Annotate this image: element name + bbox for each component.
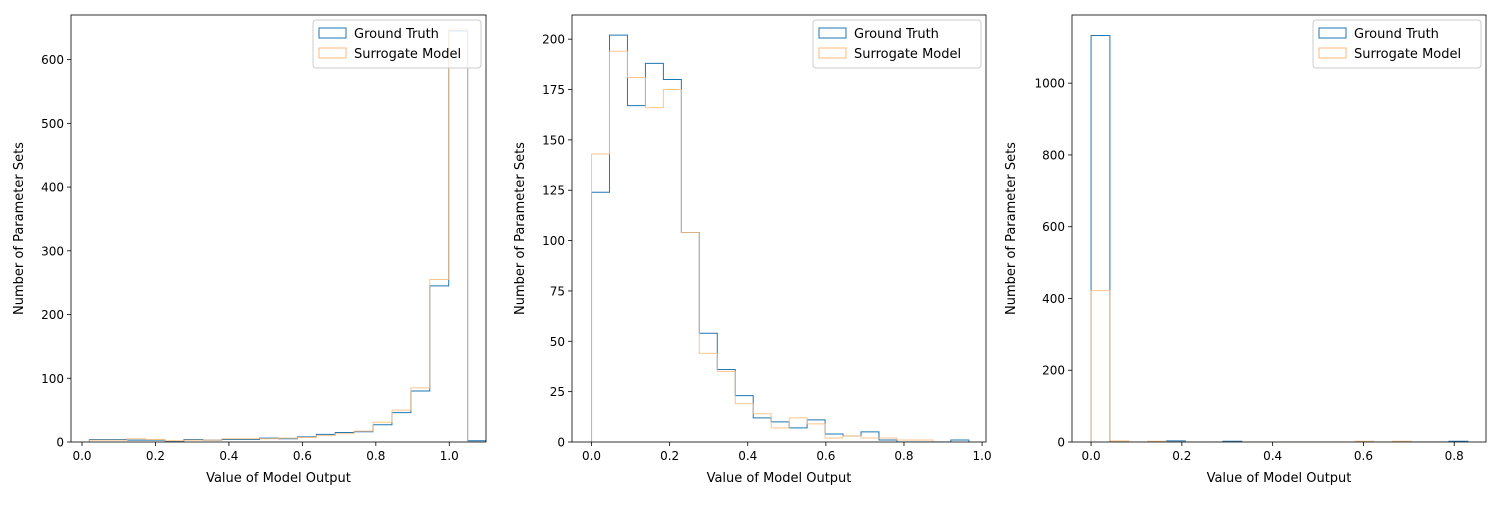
histogram-panel-1: 0.0 0.2 0.4 0.6 0.8 1.0 0 100 200 300 400 500 600 Val… (12, 14, 487, 486)
legend-box (1312, 19, 1482, 69)
legend-swatch (1318, 27, 1347, 39)
legend-swatch (318, 47, 347, 59)
x-tick-label: 0.2 (660, 449, 679, 463)
y-tick-label: 50 (550, 335, 565, 349)
x-tick-label: 0.8 (1445, 449, 1464, 463)
histogram-panel-2: 0.0 0.2 0.4 0.6 0.8 1.0 0 25 50 75 100 125 150 175 200… (513, 14, 992, 486)
histogram-series-surrogate-model (88, 28, 469, 442)
y-axis-label: Number of Parameter Sets (12, 142, 27, 315)
y-tick-label: 150 (542, 133, 565, 147)
x-tick-label: 0.6 (816, 449, 835, 463)
legend-swatch (1318, 47, 1347, 59)
y-tick-label: 0 (557, 436, 565, 450)
legend-label: Ground Truth (854, 27, 939, 42)
x-tick-label: 0.2 (1172, 449, 1191, 463)
y-axis-label: Number of Parameter Sets (1004, 142, 1019, 315)
legend: Ground Truth Surrogate Model (1312, 19, 1482, 69)
legend-label: Surrogate Model (854, 47, 961, 62)
x-tick-label: 0.2 (146, 449, 165, 463)
y-tick-label: 25 (550, 385, 565, 399)
y-axis-label: Number of Parameter Sets (513, 142, 528, 315)
y-tick-label: 75 (550, 284, 565, 298)
y-tick-label: 100 (41, 372, 64, 386)
legend: Ground Truth Surrogate Model (312, 19, 482, 69)
x-tick-label: 1.0 (973, 449, 992, 463)
y-tick-label: 100 (542, 234, 565, 248)
x-tick-label: 0.4 (219, 449, 238, 463)
y-tick-label: 200 (41, 308, 64, 322)
legend-box (812, 19, 982, 69)
x-axis-label: Value of Model Output (206, 471, 351, 486)
axes-frame (70, 14, 487, 443)
legend-swatch (818, 27, 847, 39)
y-tick-label: 1000 (1034, 77, 1065, 91)
x-tick-label: 0.6 (1354, 449, 1373, 463)
x-tick-label: 0.0 (582, 449, 601, 463)
y-tick-label: 500 (41, 117, 64, 131)
x-axis-label: Value of Model Output (707, 471, 852, 486)
histogram-series-ground-truth (1090, 34, 1469, 442)
histogram-series-ground-truth (88, 30, 486, 442)
y-tick-label: 200 (542, 33, 565, 47)
legend-label: Ground Truth (1354, 27, 1439, 42)
legend-swatch (318, 27, 347, 39)
x-tick-label: 0.0 (1082, 449, 1101, 463)
y-tick-label: 300 (41, 244, 64, 258)
legend-label: Ground Truth (354, 27, 439, 42)
y-tick-label: 175 (542, 83, 565, 97)
y-tick-label: 200 (1042, 364, 1065, 378)
x-tick-label: 0.4 (1263, 449, 1282, 463)
legend-box (312, 19, 482, 69)
x-axis-label: Value of Model Output (1207, 471, 1352, 486)
x-tick-label: 1.0 (440, 449, 459, 463)
histogram-panel-3: 0.0 0.2 0.4 0.6 0.8 0 200 400 600 800 1000 Value of… (1004, 14, 1487, 486)
y-tick-label: 600 (41, 53, 64, 67)
histogram-series-ground-truth (591, 34, 970, 442)
x-tick-label: 0.6 (293, 449, 312, 463)
legend-swatch (818, 47, 847, 59)
x-tick-label: 0.8 (894, 449, 913, 463)
legend-label: Surrogate Model (354, 47, 461, 62)
legend-label: Surrogate Model (1354, 47, 1461, 62)
y-tick-label: 400 (1042, 292, 1065, 306)
x-tick-label: 0.0 (72, 449, 91, 463)
x-tick-label: 0.8 (366, 449, 385, 463)
y-tick-label: 800 (1042, 148, 1065, 162)
axes-frame (1071, 14, 1487, 443)
y-tick-label: 600 (1042, 220, 1065, 234)
x-tick-label: 0.4 (738, 449, 757, 463)
axes-frame (571, 14, 987, 443)
y-tick-label: 0 (1057, 436, 1065, 450)
histogram-series-surrogate-model (591, 50, 934, 442)
histogram-series-surrogate-model (1090, 290, 1412, 442)
y-tick-label: 125 (542, 184, 565, 198)
y-tick-label: 0 (56, 436, 64, 450)
y-tick-label: 400 (41, 181, 64, 195)
legend: Ground Truth Surrogate Model (812, 19, 982, 69)
